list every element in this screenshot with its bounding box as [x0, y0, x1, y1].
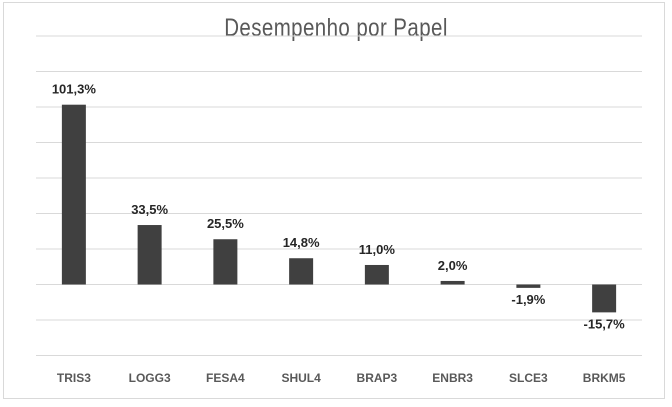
data-label-brap3: 11,0%	[359, 242, 396, 257]
x-tick-enbr3: ENBR3	[432, 371, 473, 385]
data-label-shul4: 14,8%	[283, 235, 320, 250]
x-tick-brap3: BRAP3	[357, 371, 398, 385]
x-tick-fesa4: FESA4	[206, 371, 245, 385]
data-label-logg3: 33,5%	[131, 202, 168, 217]
x-tick-labels: TRIS3 LOGG3 FESA4 SHUL4 BRAP3 ENBR3 SLCE3 BRKM5	[57, 371, 626, 385]
x-tick-tris3: TRIS3	[57, 371, 91, 385]
bar-shul4	[289, 258, 314, 285]
data-label-enbr3: 2,0%	[438, 258, 468, 273]
bar-fesa4	[213, 239, 238, 285]
data-label-brkm5: -15,7%	[584, 316, 626, 331]
bar-brkm5	[592, 284, 617, 313]
x-tick-shul4: SHUL4	[281, 371, 321, 385]
x-tick-logg3: LOGG3	[129, 371, 171, 385]
bar-slce3	[516, 284, 541, 288]
gridlines	[36, 35, 642, 356]
x-tick-brkm5: BRKM5	[583, 371, 626, 385]
bar-brap3	[364, 264, 389, 285]
chart-frame	[3, 2, 665, 399]
x-tick-slce3: SLCE3	[509, 371, 548, 385]
data-labels: 101,3% 33,5% 25,5% 14,8% 11,0% 2,0% -1,9% -15,7…	[52, 82, 625, 332]
chart-title: Desempenho por Papel	[224, 14, 448, 42]
bar-tris3	[61, 104, 86, 285]
bars	[61, 104, 617, 313]
data-label-tris3: 101,3%	[52, 82, 97, 97]
data-label-fesa4: 25,5%	[207, 216, 244, 231]
data-label-slce3: -1,9%	[511, 292, 545, 307]
bar-enbr3	[440, 280, 465, 285]
bar-logg3	[137, 225, 162, 285]
